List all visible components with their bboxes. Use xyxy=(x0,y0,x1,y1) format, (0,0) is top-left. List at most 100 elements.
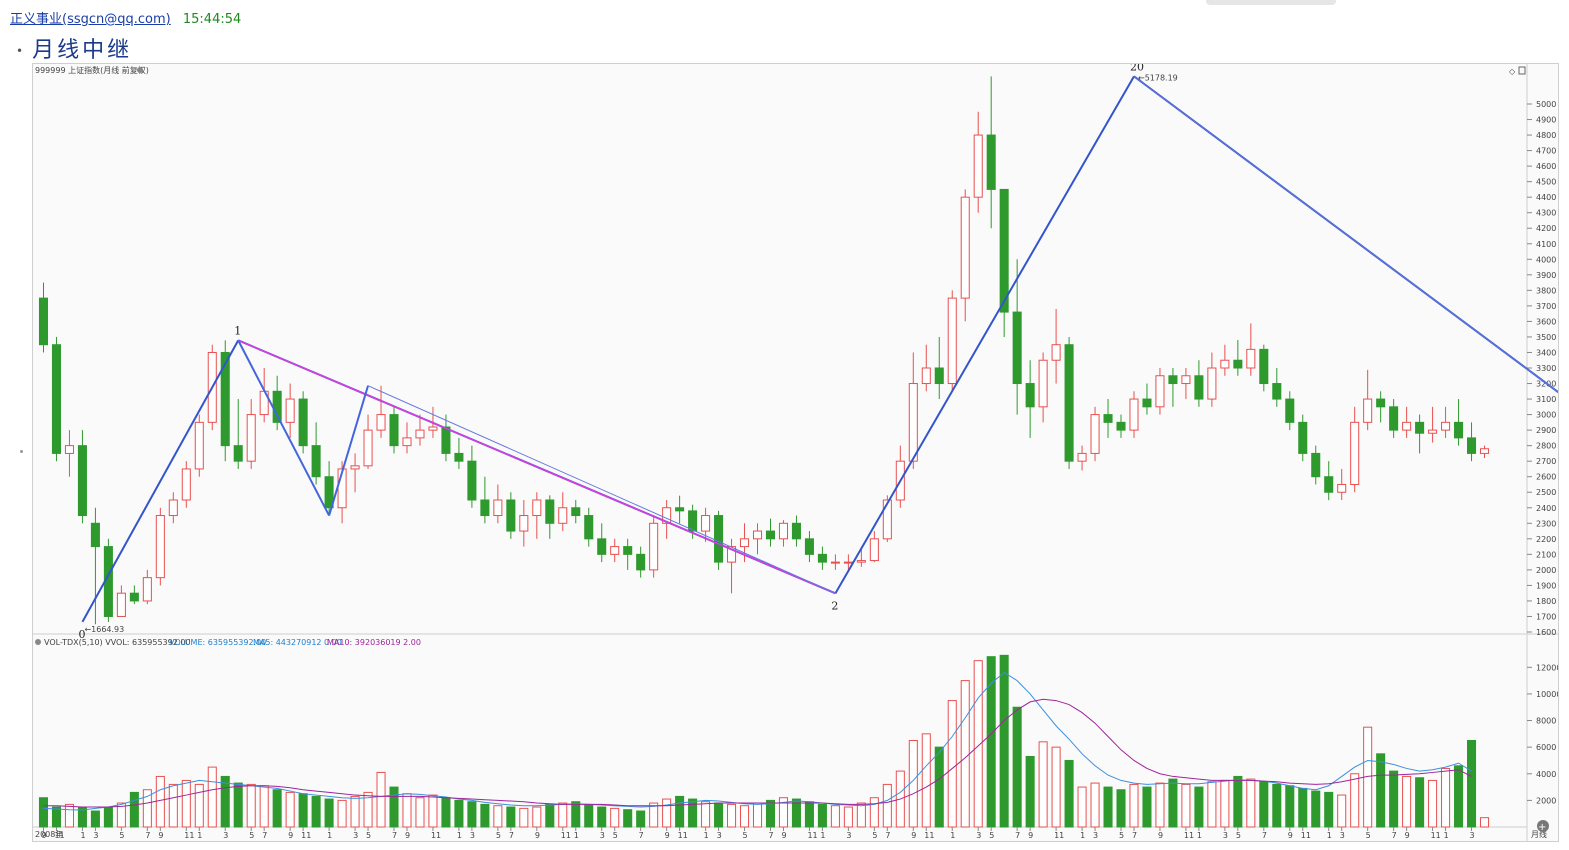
x-tick-label: 1 xyxy=(1080,831,1085,840)
scrollbar[interactable] xyxy=(1206,0,1336,5)
volume-bar xyxy=(999,654,1009,828)
volume-bar xyxy=(1064,759,1074,828)
price-tick-label: 2700 xyxy=(1536,457,1556,466)
candle-body xyxy=(1207,367,1217,400)
x-tick-label: 5 xyxy=(1366,831,1371,840)
diamond-icon[interactable]: ◇ xyxy=(1509,67,1516,76)
candle-body xyxy=(363,429,373,467)
candle-body xyxy=(1389,406,1399,431)
x-tick-label: 1 xyxy=(704,831,709,840)
volume-bar xyxy=(882,783,892,828)
volume-bar xyxy=(1194,786,1204,828)
candle-body xyxy=(1233,359,1243,369)
x-tick-label: 9 xyxy=(911,831,916,840)
x-tick-label: 5 xyxy=(1119,831,1124,840)
year-label: 2008年 xyxy=(35,829,63,839)
candle-body xyxy=(532,499,542,517)
volume-bar xyxy=(791,798,801,828)
volume-bar xyxy=(610,807,620,828)
volume-bar xyxy=(376,771,386,828)
price-tick-label: 3500 xyxy=(1536,333,1556,342)
x-tick-label: 7 xyxy=(1015,831,1020,840)
x-tick-label: 3 xyxy=(846,831,851,840)
window-icon[interactable] xyxy=(1518,66,1526,75)
x-tick-label: 3 xyxy=(93,831,98,840)
x-tick-label: 3 xyxy=(717,831,722,840)
volume-bar xyxy=(1142,786,1152,828)
x-tick-label: 5 xyxy=(1236,831,1241,840)
volume-bar xyxy=(298,793,308,828)
candle-body xyxy=(285,398,295,423)
x-tick-label: 1 xyxy=(1197,831,1202,840)
candle-body xyxy=(1103,414,1113,423)
x-tick-label: 3 xyxy=(470,831,475,840)
candle-body xyxy=(1298,421,1308,454)
price-tick-label: 4100 xyxy=(1536,240,1556,249)
title-text: 月线中继 xyxy=(32,38,133,63)
volume-bar xyxy=(1415,777,1425,828)
price-tick-label: 4200 xyxy=(1536,224,1556,233)
candle-body xyxy=(960,196,970,299)
price-axis: 1600 1700 1800 1900 2000 2100 2200 2300 2400 2500… xyxy=(1527,100,1556,637)
candle-body xyxy=(246,414,256,462)
trend-line xyxy=(237,339,836,595)
candle-body xyxy=(636,553,646,571)
volume-bar xyxy=(272,789,282,828)
candle-body xyxy=(480,499,490,517)
volume-bar xyxy=(493,805,503,828)
volume-bar xyxy=(960,680,970,828)
x-tick-label: 7 xyxy=(509,831,514,840)
candle-body xyxy=(194,421,204,470)
candle-body xyxy=(1181,375,1191,385)
price-tick-label: 3600 xyxy=(1536,317,1556,326)
candle-body xyxy=(1129,398,1139,431)
settings-icon[interactable] xyxy=(137,67,143,73)
candle-body xyxy=(272,390,282,423)
vol-tick-label: 2000 xyxy=(1536,796,1556,805)
price-tick-label: 2000 xyxy=(1536,566,1556,575)
wave-lines xyxy=(81,75,1558,623)
candle-body xyxy=(181,468,191,501)
x-tick-label: 3 xyxy=(1340,831,1345,840)
candle-body xyxy=(817,553,827,563)
x-tick-label: 11 xyxy=(1301,831,1311,840)
volume-bar xyxy=(1233,775,1243,828)
candle-body xyxy=(519,515,529,532)
vol-settings-icon[interactable] xyxy=(35,639,41,645)
x-tick-label: 3 xyxy=(353,831,358,840)
price-tick-label: 3100 xyxy=(1536,395,1556,404)
x-tick-label: 7 xyxy=(885,831,890,840)
author-link[interactable]: 正义事业(ssgcn@qq.com) xyxy=(10,12,171,27)
x-tick-label: 11 xyxy=(54,831,64,840)
candle-body xyxy=(662,507,672,524)
volume-bar xyxy=(662,798,672,828)
volume-bar xyxy=(259,785,269,828)
volume-bar xyxy=(765,799,776,828)
price-tick-label: 2800 xyxy=(1536,442,1556,451)
volume-bar xyxy=(1207,781,1217,828)
price-tick-label: 2900 xyxy=(1536,426,1556,435)
x-tick-label: 5 xyxy=(119,831,124,840)
volume-bar xyxy=(1428,779,1438,828)
volume-bar xyxy=(38,797,49,828)
candle-body xyxy=(77,445,87,517)
volume-bar xyxy=(1116,789,1126,828)
candle-body xyxy=(1454,421,1464,439)
volume-bar xyxy=(233,782,243,828)
volume-bar xyxy=(1441,767,1451,828)
candle-body xyxy=(129,592,139,602)
candle-body xyxy=(973,134,983,198)
volume-bar xyxy=(934,746,944,828)
x-tick-label: 11 xyxy=(301,831,311,840)
volume-bar xyxy=(1272,783,1282,828)
x-tick-label: 9 xyxy=(405,831,410,840)
candle-body xyxy=(90,522,100,548)
zoom-button[interactable]: + xyxy=(1537,820,1549,833)
x-tick-label: 7 xyxy=(1262,831,1267,840)
candles xyxy=(38,76,1490,625)
volume-bar xyxy=(1077,786,1087,828)
candle-body xyxy=(1246,348,1256,369)
wave-line xyxy=(81,339,240,623)
wave-labels: 012202122←5178.19←1664.93 xyxy=(78,64,1177,641)
volume-bar xyxy=(675,795,685,828)
